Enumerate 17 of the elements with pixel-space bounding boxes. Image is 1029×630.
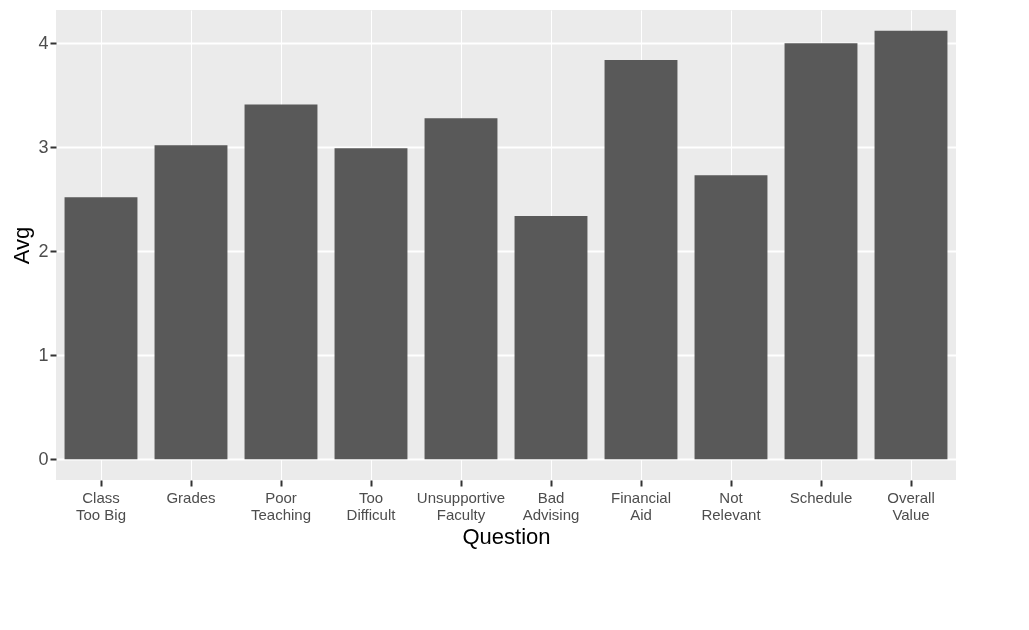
x-axis-title: Question xyxy=(462,523,551,549)
x-tick-label: Class Too Big xyxy=(75,488,127,523)
x-tick-label: Too Difficult xyxy=(346,488,397,523)
y-tick-label: 1 xyxy=(38,344,49,365)
y-tick-label: 2 xyxy=(38,240,49,261)
x-tick-label: Unsupportive Faculty xyxy=(416,488,506,523)
x-tick-label: Grades xyxy=(166,488,216,506)
y-tick-label: 0 xyxy=(38,448,49,469)
x-tick-label: Financial Aid xyxy=(610,488,672,523)
x-tick-label: Schedule xyxy=(789,488,853,506)
x-tick-label: Poor Teaching xyxy=(250,488,312,523)
x-tick-label: Not Relevant xyxy=(701,488,762,523)
x-tick-label: Bad Advising xyxy=(522,488,580,523)
x-tick-label: Overall Value xyxy=(887,488,935,523)
y-tick-label: 4 xyxy=(38,32,49,53)
y-axis-title: Avg xyxy=(9,226,35,265)
y-tick-label: 3 xyxy=(38,136,49,157)
